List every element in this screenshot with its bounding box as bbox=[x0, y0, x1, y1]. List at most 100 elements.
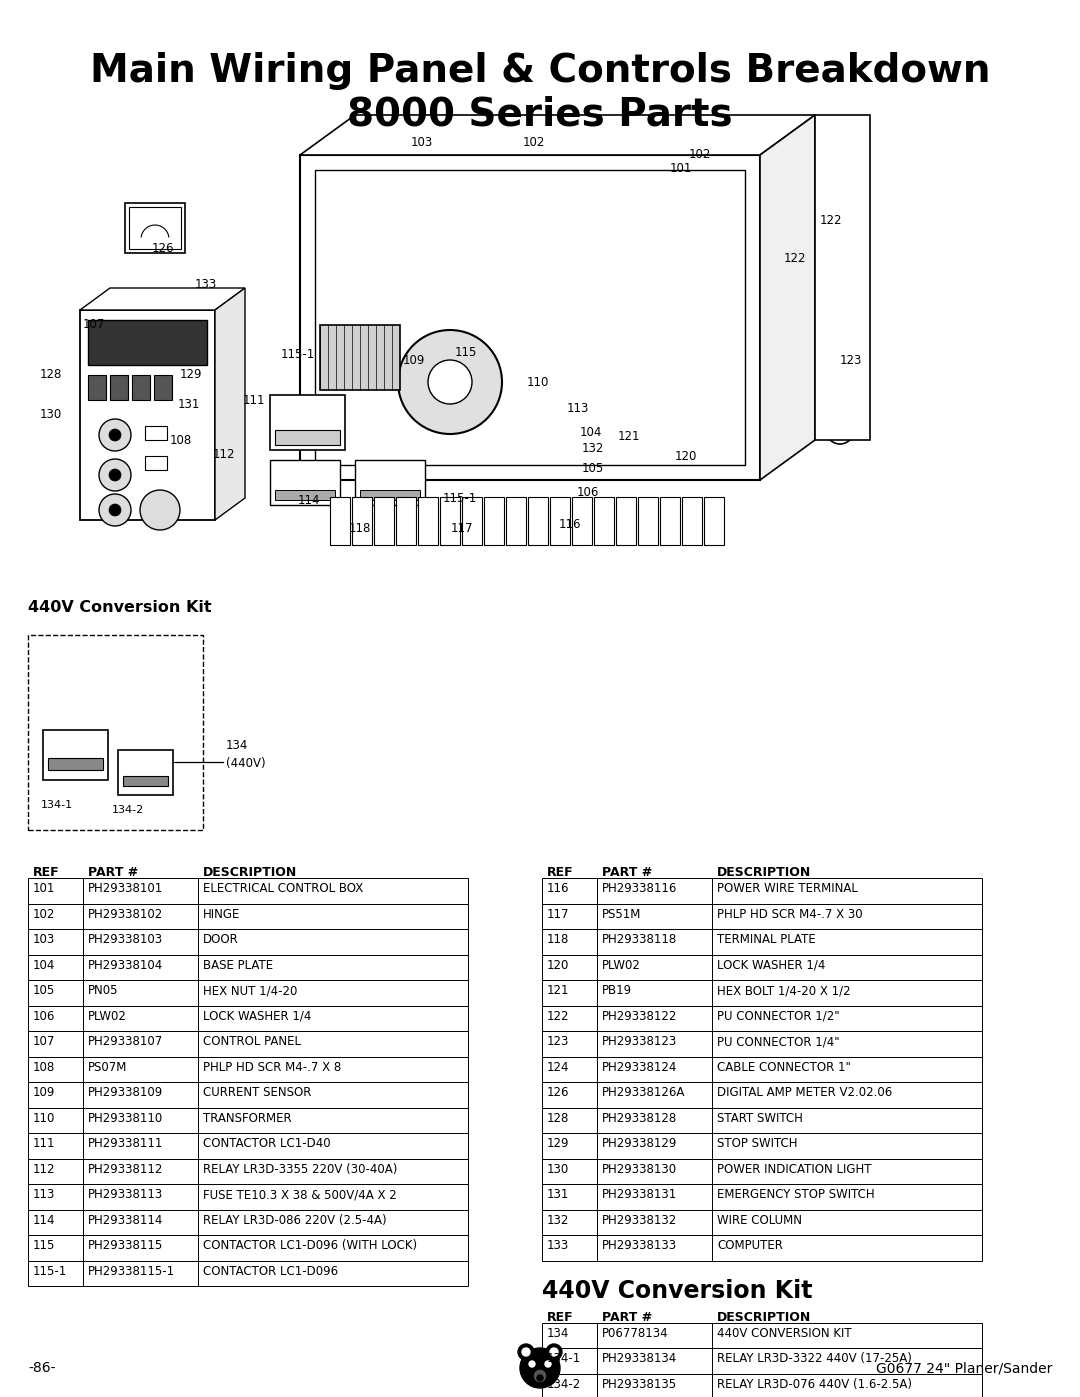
Text: PH29338101: PH29338101 bbox=[87, 882, 163, 895]
Text: 118: 118 bbox=[349, 521, 372, 535]
Bar bbox=[28, 1158, 468, 1185]
Text: PH29338128: PH29338128 bbox=[602, 1112, 677, 1125]
Text: 117: 117 bbox=[450, 521, 473, 535]
Text: DESCRIPTION: DESCRIPTION bbox=[717, 1310, 811, 1324]
Text: 111: 111 bbox=[243, 394, 265, 407]
Text: 440V Conversion Kit: 440V Conversion Kit bbox=[542, 1278, 812, 1302]
Text: 128: 128 bbox=[40, 369, 62, 381]
Text: 103: 103 bbox=[410, 137, 433, 149]
Bar bbox=[300, 155, 760, 481]
Bar bbox=[542, 1056, 982, 1083]
Text: 115-1: 115-1 bbox=[443, 492, 477, 504]
Bar bbox=[132, 374, 150, 400]
Text: 105: 105 bbox=[33, 985, 55, 997]
Bar bbox=[28, 1083, 468, 1108]
Bar bbox=[28, 1031, 468, 1056]
Bar bbox=[704, 497, 724, 545]
Bar bbox=[48, 759, 103, 770]
Text: PH29338112: PH29338112 bbox=[87, 1162, 163, 1176]
Text: PU CONNECTOR 1/2": PU CONNECTOR 1/2" bbox=[717, 1010, 839, 1023]
Text: 132: 132 bbox=[546, 1214, 569, 1227]
Text: 113: 113 bbox=[567, 401, 590, 415]
Text: 104: 104 bbox=[580, 426, 603, 439]
Bar bbox=[542, 954, 982, 981]
Text: PH29338131: PH29338131 bbox=[602, 1189, 677, 1201]
Text: DESCRIPTION: DESCRIPTION bbox=[203, 866, 297, 879]
Bar bbox=[542, 1031, 982, 1056]
Text: 102: 102 bbox=[523, 137, 545, 149]
Circle shape bbox=[545, 1361, 551, 1368]
Text: CONTROL PANEL: CONTROL PANEL bbox=[203, 1035, 301, 1048]
Bar bbox=[154, 374, 172, 400]
Circle shape bbox=[99, 460, 131, 490]
Text: TERMINAL PLATE: TERMINAL PLATE bbox=[717, 933, 815, 946]
Polygon shape bbox=[760, 115, 815, 481]
Text: 126: 126 bbox=[152, 242, 175, 254]
Bar bbox=[87, 320, 207, 365]
Text: CURRENT SENSOR: CURRENT SENSOR bbox=[203, 1087, 311, 1099]
Text: PH29338113: PH29338113 bbox=[87, 1189, 163, 1201]
Text: 109: 109 bbox=[33, 1087, 55, 1099]
Text: P06778134: P06778134 bbox=[602, 1327, 669, 1340]
Bar bbox=[28, 1260, 468, 1287]
Bar bbox=[355, 460, 426, 504]
Text: PH29338126A: PH29338126A bbox=[602, 1087, 686, 1099]
Circle shape bbox=[99, 419, 131, 451]
Text: STOP SWITCH: STOP SWITCH bbox=[717, 1137, 797, 1150]
Text: 115: 115 bbox=[455, 346, 477, 359]
Bar bbox=[542, 929, 982, 954]
Text: 122: 122 bbox=[820, 214, 842, 226]
Circle shape bbox=[546, 1344, 562, 1361]
Bar bbox=[28, 954, 468, 981]
Text: HEX NUT 1/4-20: HEX NUT 1/4-20 bbox=[203, 985, 297, 997]
Text: PH29338129: PH29338129 bbox=[602, 1137, 677, 1150]
Bar bbox=[374, 497, 394, 545]
Text: BASE PLATE: BASE PLATE bbox=[203, 958, 273, 972]
Text: 114: 114 bbox=[33, 1214, 55, 1227]
Bar bbox=[360, 490, 420, 500]
Text: 102: 102 bbox=[33, 908, 55, 921]
Text: PH29338122: PH29338122 bbox=[602, 1010, 677, 1023]
Circle shape bbox=[109, 469, 121, 481]
Bar bbox=[80, 310, 215, 520]
Text: 129: 129 bbox=[546, 1137, 569, 1150]
Circle shape bbox=[518, 1344, 534, 1361]
Text: PH29338118: PH29338118 bbox=[602, 933, 677, 946]
Text: RELAY LR3D-3355 220V (30-40A): RELAY LR3D-3355 220V (30-40A) bbox=[203, 1162, 397, 1176]
Circle shape bbox=[529, 1361, 535, 1368]
Text: POWER WIRE TERMINAL: POWER WIRE TERMINAL bbox=[717, 882, 858, 895]
Text: HINGE: HINGE bbox=[203, 908, 241, 921]
Text: 121: 121 bbox=[546, 985, 569, 997]
Text: REF: REF bbox=[33, 866, 59, 879]
Bar bbox=[28, 1185, 468, 1210]
Bar bbox=[542, 1235, 982, 1260]
Text: POWER INDICATION LIGHT: POWER INDICATION LIGHT bbox=[717, 1162, 872, 1176]
Text: 112: 112 bbox=[213, 448, 235, 461]
Text: 115-1: 115-1 bbox=[33, 1264, 67, 1278]
Text: LOCK WASHER 1/4: LOCK WASHER 1/4 bbox=[717, 958, 825, 972]
Text: 109: 109 bbox=[403, 353, 426, 366]
Text: 123: 123 bbox=[546, 1035, 569, 1048]
Text: G0677 24" Planer/Sander: G0677 24" Planer/Sander bbox=[876, 1361, 1052, 1375]
Bar bbox=[542, 1133, 982, 1158]
Text: PLW02: PLW02 bbox=[87, 1010, 126, 1023]
Text: 130: 130 bbox=[40, 408, 62, 422]
Circle shape bbox=[519, 1348, 561, 1389]
Bar bbox=[594, 497, 615, 545]
Text: PH29338104: PH29338104 bbox=[87, 958, 163, 972]
Text: 101: 101 bbox=[670, 162, 692, 175]
Circle shape bbox=[550, 1348, 558, 1356]
Bar bbox=[542, 904, 982, 929]
Text: WIRE COLUMN: WIRE COLUMN bbox=[717, 1214, 802, 1227]
Bar bbox=[275, 430, 340, 446]
Text: DOOR: DOOR bbox=[203, 933, 239, 946]
Bar bbox=[616, 497, 636, 545]
Bar bbox=[275, 490, 335, 500]
Bar bbox=[507, 497, 526, 545]
Text: CONTACTOR LC1-D096 (WITH LOCK): CONTACTOR LC1-D096 (WITH LOCK) bbox=[203, 1239, 417, 1252]
Bar bbox=[330, 497, 350, 545]
Text: 116: 116 bbox=[558, 517, 581, 531]
Bar bbox=[129, 207, 181, 249]
Bar bbox=[270, 460, 340, 504]
Text: PH29338115-1: PH29338115-1 bbox=[87, 1264, 175, 1278]
